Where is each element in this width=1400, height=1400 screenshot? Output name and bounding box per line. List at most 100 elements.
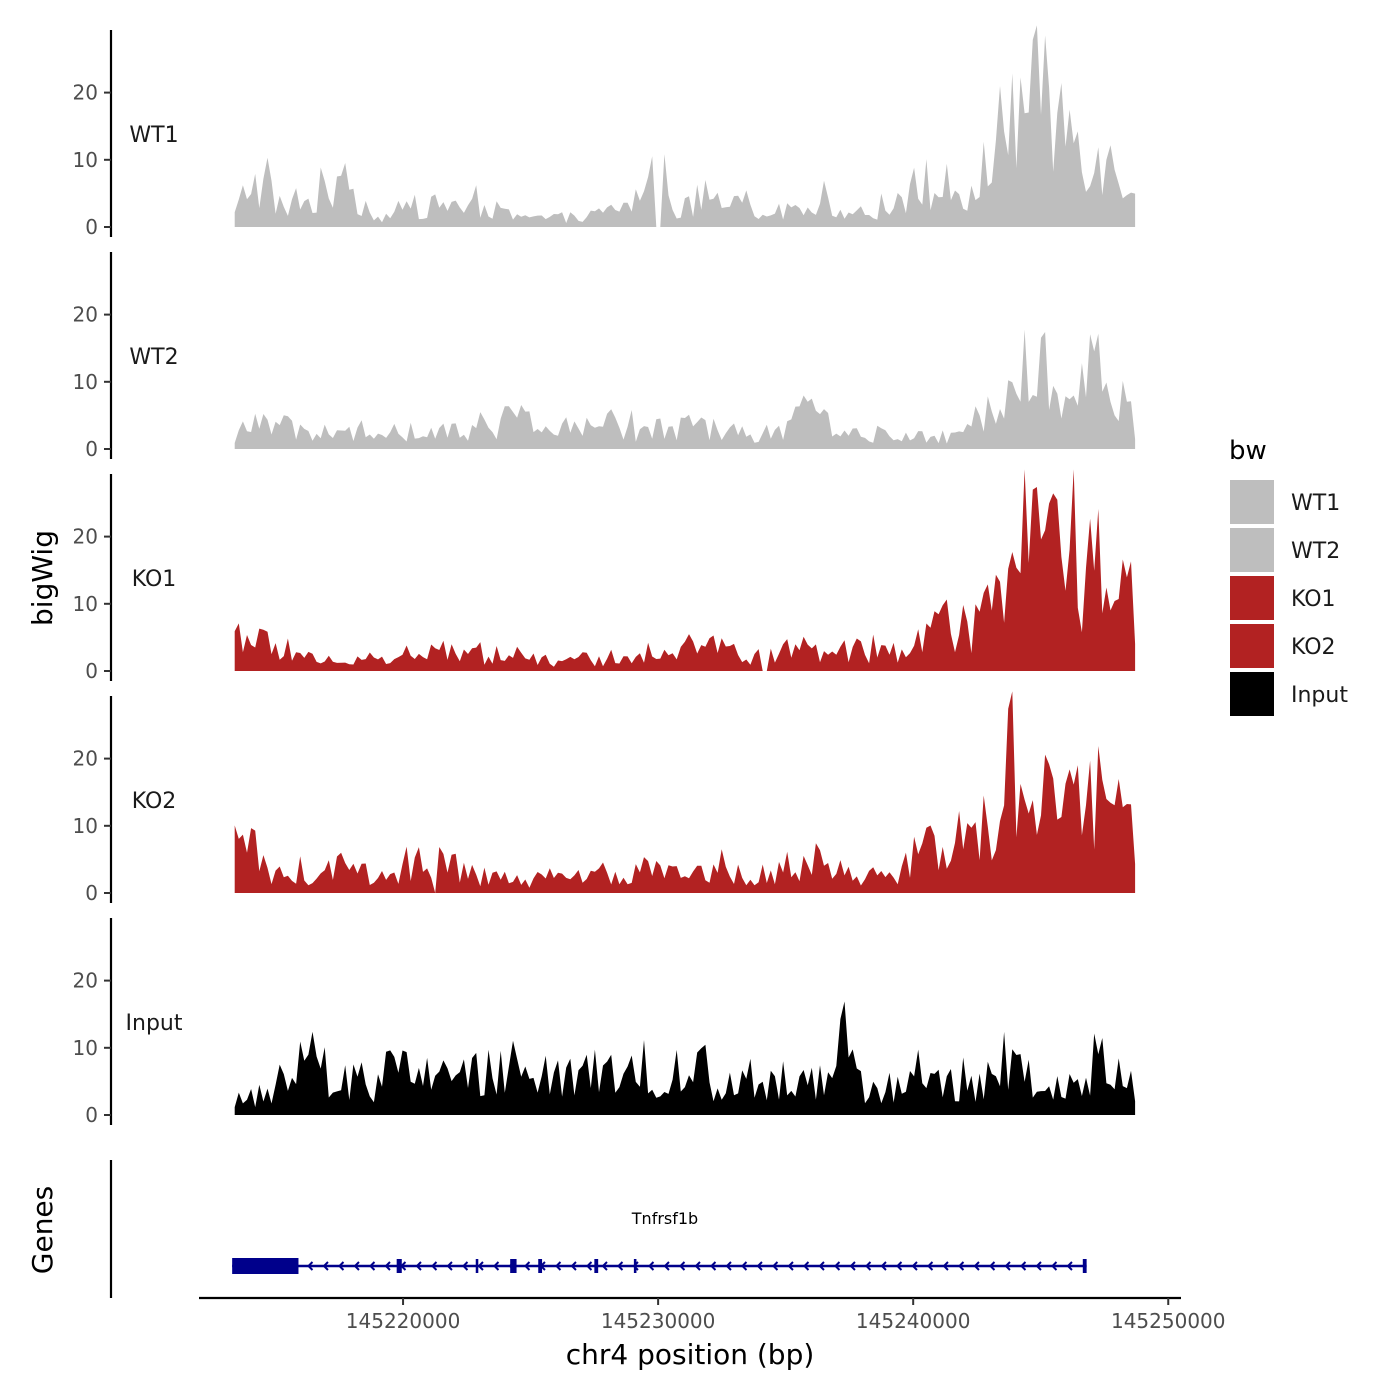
strand-arrow <box>710 1261 717 1271</box>
strand-arrow <box>1035 1261 1042 1271</box>
y-tick-label: 10 <box>73 370 98 394</box>
strand-arrow <box>880 1261 887 1271</box>
area-wt1 <box>234 25 1136 228</box>
strand-arrow <box>446 1261 453 1271</box>
strand-arrow <box>493 1261 500 1271</box>
track-wt2: 0 10 20 WT2 <box>73 252 1136 461</box>
track-label-wt2: WT2 <box>129 345 178 370</box>
x-tick-label: 145230000 <box>601 1309 716 1333</box>
y-axis-title: bigWig <box>26 530 59 626</box>
legend: bw WT1 WT2 KO1 KO2 Input <box>1229 436 1348 716</box>
y-tick-label: 0 <box>85 437 98 461</box>
y-tick-label: 20 <box>73 969 98 993</box>
x-tick-label: 145250000 <box>1111 1309 1226 1333</box>
strand-arrow <box>942 1261 949 1271</box>
legend-label-ko2: KO2 <box>1291 635 1336 660</box>
x-tick-label: 145240000 <box>856 1309 971 1333</box>
y-tick-label: 0 <box>85 215 98 239</box>
strand-arrow <box>973 1261 980 1271</box>
area-input <box>234 1001 1136 1115</box>
strand-arrow <box>1020 1261 1027 1271</box>
legend-key-wt2 <box>1230 528 1274 572</box>
strand-arrow <box>741 1261 748 1271</box>
strand-arrow <box>601 1261 608 1271</box>
y-tick-label: 0 <box>85 881 98 905</box>
legend-title: bw <box>1229 436 1267 466</box>
strand-arrow <box>570 1261 577 1271</box>
strand-arrow <box>431 1261 438 1271</box>
strand-arrow <box>477 1261 484 1271</box>
strand-arrow <box>1051 1261 1058 1271</box>
strand-arrow <box>524 1261 531 1271</box>
track-label-input: Input <box>126 1011 183 1036</box>
x-axis: 145220000 145230000 145240000 145250000 <box>199 1296 1226 1333</box>
gene-exon <box>232 1258 299 1274</box>
legend-key-input <box>1230 672 1274 716</box>
y-tick-label: 0 <box>85 659 98 683</box>
y-tick-label: 10 <box>73 814 98 838</box>
y-tick-label: 20 <box>73 303 98 327</box>
gene-exon <box>510 1259 517 1273</box>
strand-arrow <box>818 1261 825 1271</box>
strand-arrow <box>1066 1261 1073 1271</box>
gene-exon <box>594 1259 599 1273</box>
track-label-wt1: WT1 <box>129 123 178 148</box>
strand-arrow <box>756 1261 763 1271</box>
strand-arrow <box>989 1261 996 1271</box>
y-tick-label: 20 <box>73 747 98 771</box>
strand-arrow <box>834 1261 841 1271</box>
strand-arrow <box>617 1261 624 1271</box>
gene-name-label: Tnfrsf1b <box>631 1209 698 1228</box>
bigwig-tracks: 0 10 20 WT1 0 10 20 WT2 0 10 20 KO1 0 10 20 KO2 0 10 20 Inp… <box>73 25 1136 1127</box>
strand-arrow <box>338 1261 345 1271</box>
y-tick-label: 10 <box>73 592 98 616</box>
area-wt2 <box>234 329 1136 449</box>
legend-label-wt2: WT2 <box>1291 539 1340 564</box>
track-input: 0 10 20 Input <box>73 918 1136 1127</box>
legend-key-wt1 <box>1230 480 1274 524</box>
strand-arrow <box>911 1261 918 1271</box>
legend-label-ko1: KO1 <box>1291 587 1336 612</box>
area-ko1 <box>234 469 1136 671</box>
strand-arrow <box>555 1261 562 1271</box>
strand-arrow <box>694 1261 701 1271</box>
y-tick-label: 0 <box>85 1103 98 1127</box>
strand-arrow <box>803 1261 810 1271</box>
strand-arrow <box>663 1261 670 1271</box>
strand-arrow <box>679 1261 686 1271</box>
genes-axis-title: Genes <box>26 1186 59 1274</box>
gene-model <box>232 1258 1087 1274</box>
gene-exon <box>1082 1259 1087 1273</box>
area-ko2 <box>234 691 1136 893</box>
strand-arrow <box>896 1261 903 1271</box>
gene-exon <box>538 1259 543 1273</box>
strand-arrow <box>927 1261 934 1271</box>
strand-arrow <box>865 1261 872 1271</box>
gene-exon <box>475 1259 479 1273</box>
strand-arrow <box>725 1261 732 1271</box>
strand-arrow <box>322 1261 329 1271</box>
strand-arrow <box>415 1261 422 1271</box>
track-label-ko1: KO1 <box>132 567 177 592</box>
strand-arrow <box>648 1261 655 1271</box>
strand-arrow <box>369 1261 376 1271</box>
y-tick-label: 20 <box>73 525 98 549</box>
strand-arrow <box>1004 1261 1011 1271</box>
gene-exon <box>633 1259 637 1273</box>
strand-arrow <box>787 1261 794 1271</box>
track-label-ko2: KO2 <box>132 789 177 814</box>
y-tick-label: 10 <box>73 148 98 172</box>
x-axis-title: chr4 position (bp) <box>566 1338 815 1371</box>
track-ko2: 0 10 20 KO2 <box>73 691 1136 905</box>
track-wt1: 0 10 20 WT1 <box>73 25 1136 239</box>
strand-arrow <box>849 1261 856 1271</box>
track-ko1: 0 10 20 KO1 <box>73 469 1136 683</box>
y-tick-label: 20 <box>73 81 98 105</box>
strand-arrow <box>462 1261 469 1271</box>
legend-key-ko2 <box>1230 624 1274 668</box>
strand-arrow <box>586 1261 593 1271</box>
legend-key-ko1 <box>1230 576 1274 620</box>
strand-arrow <box>958 1261 965 1271</box>
gene-exon <box>396 1259 402 1273</box>
